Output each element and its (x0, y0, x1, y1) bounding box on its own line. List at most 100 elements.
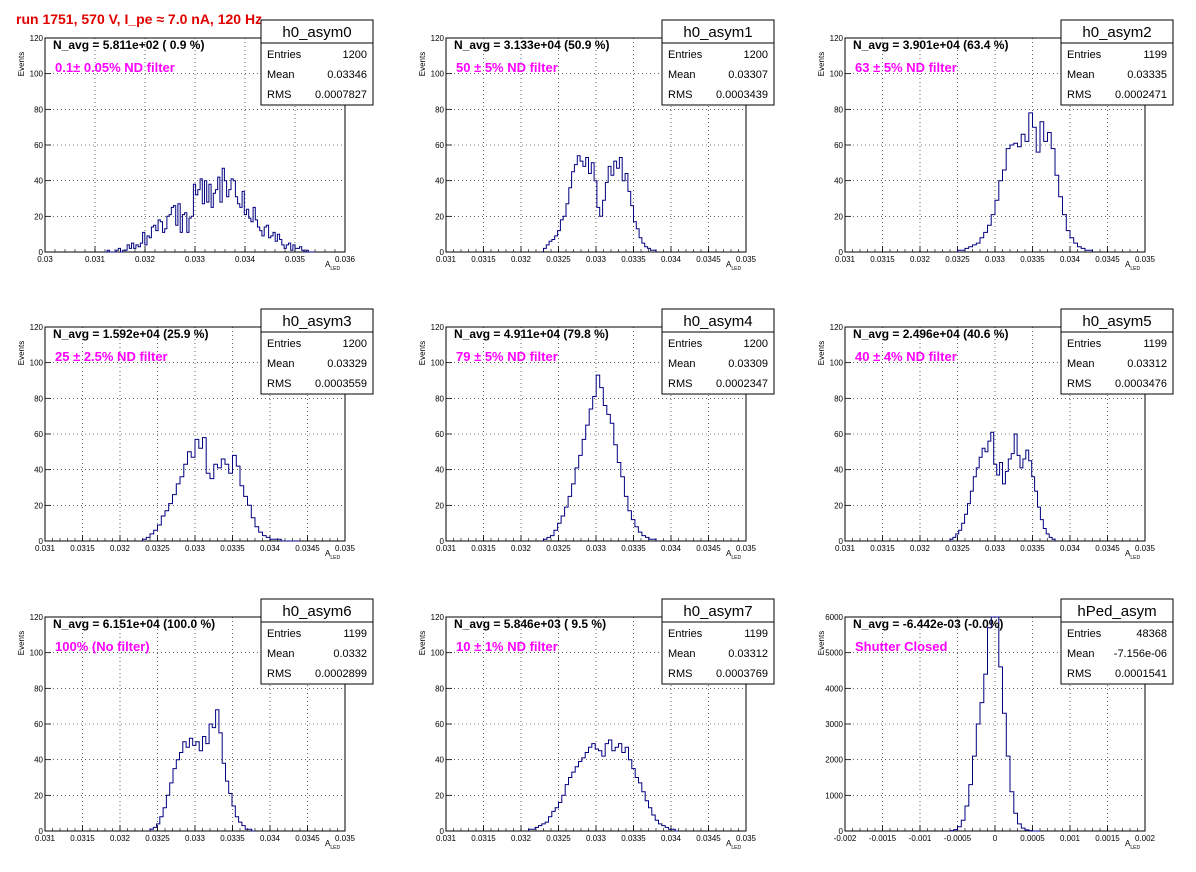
histogram-line (957, 112, 1093, 252)
histogram-bin (251, 518, 255, 541)
y-tick-label: 0 (440, 248, 445, 257)
y-axis-label: Events (418, 631, 427, 655)
y-tick-label: 0 (839, 537, 844, 546)
histogram-bin (1018, 824, 1022, 831)
stats-box (1060, 331, 1174, 395)
histogram-bin (586, 425, 590, 541)
y-tick-label: 2000 (825, 756, 843, 765)
histogram-bin (238, 204, 240, 252)
stats-entries-label: Entries (1067, 628, 1102, 640)
histogram-bin (580, 161, 583, 252)
histogram-bin (180, 232, 182, 252)
histogram-bin (1006, 756, 1010, 831)
n-avg-label: N_avg = 2.496e+04 (40.6 %) (853, 327, 1008, 341)
stats-rms-value: 0.0002471 (1115, 89, 1167, 101)
y-axis-label: Events (817, 52, 826, 76)
histogram-bin (207, 202, 209, 252)
y-axis-label: Events (17, 341, 26, 365)
y-tick-label: 120 (431, 34, 445, 43)
x-tick-label: 0.0315 (870, 255, 895, 264)
y-tick-label: 80 (34, 105, 43, 114)
histogram-bin (995, 200, 999, 252)
histogram-bin (199, 448, 203, 541)
histogram-line (528, 739, 679, 832)
x-tick-label: 0.0315 (471, 834, 496, 843)
histogram-bin (206, 744, 209, 831)
histogram-bin (642, 536, 646, 541)
run-title: run 1751, 570 V, I_pe ≈ 7.0 nA, 120 Hz (16, 11, 263, 27)
histogram-bin (235, 197, 237, 252)
stats-mean-label: Mean (668, 358, 696, 370)
y-tick-label: 100 (30, 649, 44, 658)
x-tick-label: 0.0345 (1095, 255, 1120, 264)
x-tick-label: 0.0315 (870, 544, 895, 553)
x-tick-label: 0.033 (985, 255, 1006, 264)
y-tick-label: 80 (435, 394, 444, 403)
histogram-bin (271, 236, 273, 252)
histogram-bin (1081, 248, 1085, 252)
histogram-bin (635, 778, 638, 832)
histogram-line (949, 431, 1056, 541)
y-tick-label: 60 (435, 141, 444, 150)
stats-entries-label: Entries (267, 628, 302, 640)
histogram-bin (218, 468, 222, 541)
x-tick-label: 0.0315 (70, 544, 95, 553)
histogram-name: h0_asym5 (1082, 313, 1151, 330)
filter-note: 63 ± 5% ND filter (855, 60, 957, 75)
histogram-bin (149, 238, 151, 252)
histogram-bin (191, 216, 193, 252)
stats-entries-value: 1200 (343, 338, 367, 350)
y-tick-label: 0 (440, 827, 445, 836)
histogram-bin (602, 756, 605, 831)
x-tick-label: 0.033 (586, 255, 607, 264)
x-tick-label: -0.0015 (869, 834, 897, 843)
histogram-bin (193, 745, 196, 831)
histogram-bin (572, 484, 576, 541)
stats-mean-label: Mean (267, 358, 295, 370)
y-tick-label: 20 (435, 501, 444, 510)
histogram-bin (969, 785, 973, 831)
histogram-bin (1063, 215, 1067, 252)
stats-entries-value: 1199 (343, 628, 367, 640)
histogram-bin (198, 190, 200, 252)
stats-mean-value: 0.03312 (1127, 358, 1167, 370)
x-tick-label: 0.0335 (1020, 255, 1045, 264)
x-tick-label: 0.001 (1060, 834, 1081, 843)
histogram-bin (579, 761, 582, 831)
x-tick-label: 0.0345 (295, 834, 320, 843)
histogram-bin (622, 753, 625, 831)
stats-rms-label: RMS (1067, 378, 1091, 390)
x-tick-label: 0.031 (436, 544, 457, 553)
stats-mean-value: 0.03307 (728, 69, 768, 81)
stats-rms-label: RMS (668, 378, 692, 390)
x-tick-label: 0.0315 (471, 255, 496, 264)
histogram-bin (169, 215, 171, 252)
histogram-bin (1070, 238, 1074, 252)
histogram-bin (162, 232, 164, 252)
y-tick-label: 40 (834, 177, 843, 186)
histogram-bin (635, 527, 639, 541)
x-tick-label: 0.033 (185, 834, 206, 843)
histogram-bin (138, 247, 140, 252)
histogram-bin (196, 195, 198, 252)
y-tick-label: 0 (440, 537, 445, 546)
histogram-line (543, 374, 657, 541)
histogram-name: h0_asym2 (1082, 24, 1151, 41)
stats-box (260, 42, 374, 106)
y-tick-label: 120 (30, 34, 44, 43)
histogram-bin (163, 808, 166, 831)
histogram-bin (244, 496, 248, 541)
histogram-bin (227, 197, 229, 252)
y-tick-label: 20 (34, 791, 43, 800)
histogram-bin (988, 628, 992, 831)
histogram-bin (611, 175, 614, 252)
histogram-name: hPed_asym (1077, 603, 1156, 620)
y-tick-label: 100 (30, 359, 44, 368)
histogram-bin (1051, 149, 1055, 252)
y-axis-label: Events (418, 341, 427, 365)
x-tick-label: 0.032 (511, 544, 532, 553)
histogram-bin (1023, 459, 1026, 541)
histogram-bin (129, 248, 131, 252)
stats-entries-value: 1200 (744, 49, 768, 61)
histogram-bin (572, 772, 575, 831)
